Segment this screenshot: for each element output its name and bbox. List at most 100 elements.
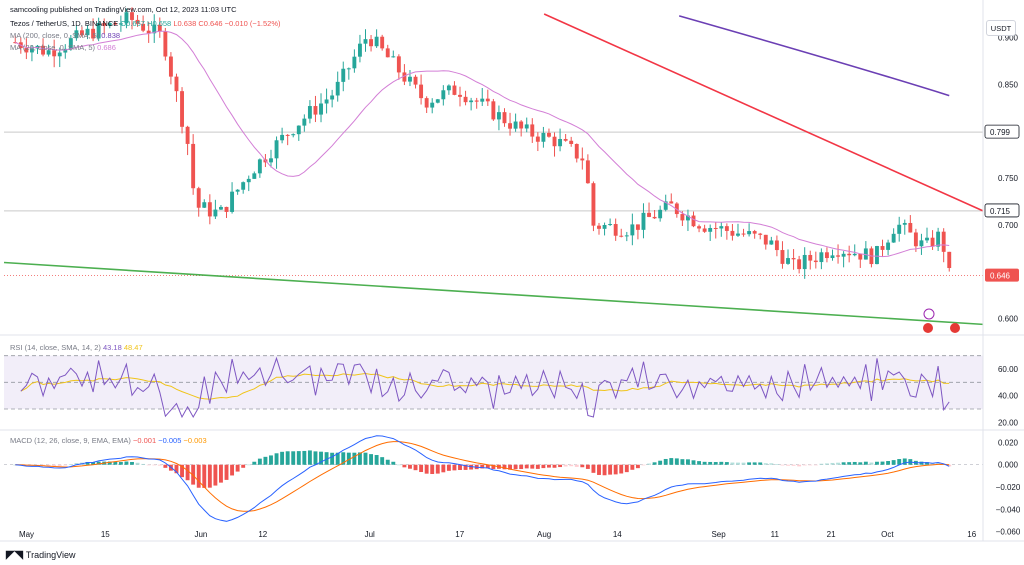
macd-histogram-bar [580,464,585,468]
candle-body [524,124,529,129]
candle-body [780,250,785,264]
candle-body [941,231,946,252]
time-tick-label: Sep [711,530,726,539]
candle-body [168,56,173,77]
macd-histogram-bar [624,464,629,473]
macd-histogram-bar [46,464,51,466]
candle-body [196,188,201,208]
rsi-ma-line [20,372,950,400]
macd-histogram-bar [246,464,251,466]
candle-body [875,246,879,265]
macd-histogram-bar [680,459,685,465]
macd-histogram-bar [936,462,941,465]
macd-histogram-bar [141,463,146,465]
macd-histogram-bar [280,451,285,465]
candle-body [141,23,146,31]
macd-histogram-bar [875,461,879,465]
candle-body [602,224,607,229]
macd-histogram-bar [257,458,262,465]
macd-label: MACD (12, 26, close, 9, EMA, EMA) [10,436,131,445]
macd-histogram-bar [558,464,563,468]
ma20-legend[interactable]: MA (20, close, 0, SMA, 5) 0.686 [10,43,116,52]
macd-histogram-bar [519,464,524,470]
candle-body [324,99,329,104]
ohlc-low: L0.638 [173,19,197,28]
candle-body [313,106,318,115]
macd-histogram-bar [202,464,207,488]
candle-body [274,140,279,159]
candle-body [535,136,540,142]
macd-histogram-bar [697,461,702,465]
macd-histogram-bar [369,454,374,465]
candle-body [419,84,424,99]
macd-histogram-bar [408,464,412,469]
macd-legend[interactable]: MACD (12, 26, close, 9, EMA, EMA) −0.001… [10,436,207,445]
tradingview-logo[interactable]: ◤◥ TradingView [6,548,75,561]
rsi-pane [4,355,983,419]
macd-histogram-bar [830,462,835,465]
candle-body [930,237,935,247]
macd-histogram-bar [691,460,696,465]
ma200-legend[interactable]: MA (200, close, 0, SMA, 5) 0.838 [10,31,120,40]
candle-body [663,201,668,210]
macd-histogram-bar [552,464,557,468]
candle-body [925,237,929,241]
rsi-legend[interactable]: RSI (14, close, SMA, 14, 2) 43.18 48.47 [10,343,143,352]
candle-body [330,95,335,100]
level-label-box [984,203,1020,218]
macd-histogram-bar [13,464,18,466]
flag-event-icon [923,323,933,333]
macd-histogram-bar [180,464,184,478]
rsi-ma-value: 48.47 [123,343,143,352]
macd-histogram-bar [591,464,596,473]
symbol-name[interactable]: Tezos / TetherUS, 1D, BINANCE [10,19,119,28]
level-label: 0.715 [990,207,1011,216]
macd-histogram-bar [396,464,401,466]
macd-histogram-bar [547,464,551,468]
macd-histogram-bar [285,451,290,465]
macd-histogram-bar [335,452,340,465]
macd-tick-label: 0.020 [998,438,1019,447]
macd-histogram-bar [430,464,435,475]
macd-histogram-bar [619,464,624,474]
macd-histogram-bar [57,464,62,466]
currency-button[interactable]: USDT [986,20,1016,36]
candle-body [841,253,846,257]
candle-body [502,112,507,124]
last-price-label: 0.646 [990,272,1011,281]
candle-body [41,45,45,55]
candle-body [435,99,440,103]
macd-histogram-bar [736,462,740,465]
macd-histogram-bar [413,464,418,471]
chart-overlays [3,13,984,333]
macd-histogram-bar [424,464,429,474]
candle-body [458,94,462,97]
macd-histogram-bar [346,452,351,465]
candle-body [335,81,340,96]
candle-body [624,235,629,237]
rsi-tick-label: 60.00 [998,365,1019,374]
candle-body [146,30,151,34]
macd-histogram-bar [802,464,807,466]
candle-body [547,132,551,137]
macd-histogram-bar [635,464,640,469]
candle-body [747,231,752,235]
macd-histogram-bar [563,464,568,467]
macd-histogram-bar [469,464,474,470]
macd-histogram-bar [763,463,768,465]
candle-body [513,121,518,129]
macd-histogram-bar [85,461,90,465]
macd-histogram-bar [852,461,857,465]
symbol-legend: Tezos / TetherUS, 1D, BINANCE O0.657 H0.… [10,19,281,28]
candle-body [291,134,296,136]
macd-histogram-bar [858,462,863,465]
macd-histogram-bar [441,464,446,473]
candle-body [396,56,401,73]
macd-histogram-bar [730,462,735,465]
macd-tick-label: −0.040 [996,505,1021,514]
candle-body [224,206,229,212]
candle-body [652,216,657,219]
candle-body [80,30,84,36]
macd-histogram-bar [491,464,496,469]
